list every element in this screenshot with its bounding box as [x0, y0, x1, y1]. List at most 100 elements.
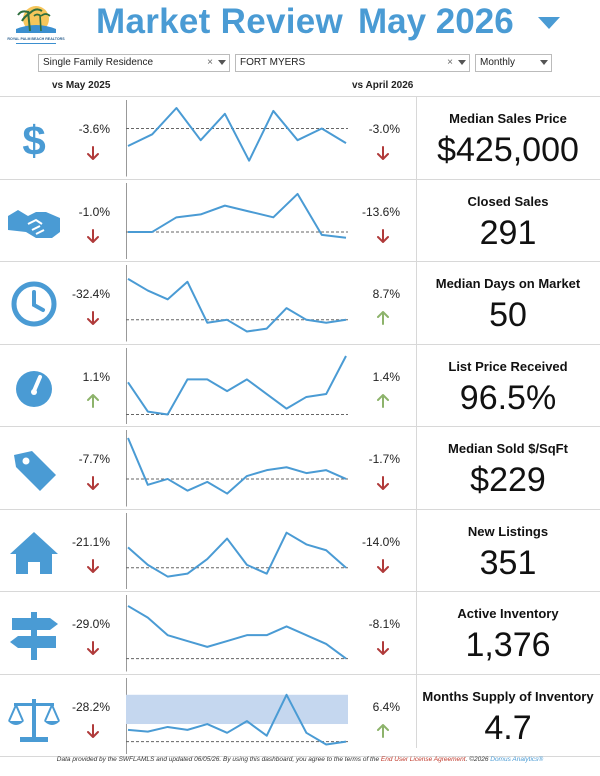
chevron-down-icon[interactable]: [218, 60, 226, 65]
yoy-column-header: vs May 2025: [52, 80, 111, 91]
mom-column-header: vs April 2026: [352, 80, 414, 91]
mom-change: -14.0%: [361, 534, 400, 549]
down-arrow-icon: [85, 310, 101, 326]
metric-value: $229: [470, 461, 546, 499]
area-value: FORT MYERS: [240, 57, 306, 68]
divider: [0, 178, 600, 180]
yoy-arrow-icon: [87, 641, 99, 655]
svg-text:$: $: [22, 117, 45, 164]
header: ROYAL PALM BEACH REALTORS Market Review …: [0, 0, 600, 48]
footer-text: Data provided by the SWFLAMLS and update…: [56, 756, 381, 763]
trend-sparkline: [126, 265, 348, 342]
area-select[interactable]: FORT MYERS ×: [235, 54, 470, 72]
trend-sparkline: [126, 182, 348, 259]
down-arrow-icon: [85, 145, 101, 161]
sparkline-series: [127, 277, 347, 333]
divider: [0, 426, 600, 427]
up-arrow-icon: [375, 393, 391, 409]
mom-arrow-icon: [377, 641, 389, 655]
metric-row: 1.1% 1.4% List Price Received 96.5%: [0, 345, 600, 427]
yoy-change: -28.2%: [71, 699, 110, 714]
chevron-down-icon[interactable]: [458, 60, 466, 65]
down-arrow-icon: [85, 558, 101, 574]
mom-change: 6.4%: [372, 699, 400, 714]
signpost-icon: [6, 606, 62, 662]
metric-label: Median Days on Market: [435, 276, 581, 291]
mom-change: -13.6%: [361, 204, 400, 219]
yoy-change: -32.4%: [71, 287, 110, 301]
metric-value: 96.5%: [459, 378, 557, 417]
yoy-arrow-icon: [87, 723, 99, 738]
property-type-select[interactable]: Single Family Residence ×: [38, 54, 230, 72]
metric-label: List Price Received: [448, 358, 568, 374]
sparkline-series: [127, 437, 347, 495]
divider: [0, 508, 600, 510]
trend-sparkline: [126, 347, 348, 424]
period-select[interactable]: Monthly: [475, 54, 552, 72]
sparkline-series: [127, 605, 347, 660]
gauge-icon: [6, 359, 62, 415]
sparkline-series: [127, 355, 347, 415]
metric-label: New Listings: [467, 523, 549, 539]
metric-value: $425,000: [437, 131, 579, 169]
yoy-change: -29.0%: [71, 617, 110, 631]
yoy-arrow-icon: [87, 228, 99, 243]
metric-row: -7.7% -1.7% Median Sold $/SqFt $229: [0, 427, 600, 510]
metric-row: -32.4% 8.7% Median Days on Market 50: [0, 262, 600, 345]
balance-scale-icon: [6, 689, 62, 745]
yoy-change: 1.1%: [82, 369, 110, 384]
divider: [0, 261, 600, 262]
trend-sparkline: [126, 512, 348, 589]
down-arrow-icon: [375, 558, 391, 574]
sparkline-series: [127, 531, 347, 578]
divider: [0, 591, 600, 592]
handshake-icon: [6, 194, 62, 250]
metric-row: $ -3.6% -3.0% Median Sales Price $425,000: [0, 97, 600, 180]
brand-link[interactable]: Domus Analytics®: [490, 756, 544, 763]
down-arrow-icon: [375, 228, 391, 244]
metric-label: Median Sales Price: [449, 111, 567, 126]
svg-text:ROYAL PALM BEACH REALTORS: ROYAL PALM BEACH REALTORS: [7, 37, 65, 41]
trend-sparkline: [126, 100, 348, 177]
property-type-value: Single Family Residence: [43, 57, 154, 68]
mom-arrow-icon: [377, 723, 389, 738]
divider: [0, 673, 600, 675]
period-value: Monthly: [480, 57, 516, 68]
down-arrow-icon: [85, 723, 101, 739]
sparkline-series: [127, 693, 347, 745]
metric-value: 291: [479, 213, 537, 252]
mom-arrow-icon: [377, 393, 389, 408]
yoy-arrow-icon: [87, 558, 99, 573]
down-arrow-icon: [375, 475, 391, 491]
month-title: May 2026: [358, 2, 514, 41]
mom-arrow-icon: [377, 558, 389, 573]
license-link[interactable]: End User License Agreement: [380, 756, 466, 763]
yoy-change: -1.0%: [78, 204, 110, 219]
metric-label: Active Inventory: [457, 606, 559, 621]
mom-arrow-icon: [377, 476, 389, 490]
metric-value: 50: [489, 296, 527, 334]
trend-sparkline: [126, 595, 348, 672]
down-arrow-icon: [85, 475, 101, 491]
down-arrow-icon: [85, 640, 101, 656]
page-title: Market Review: [96, 2, 344, 41]
footer: Data provided by the SWFLAMLS and update…: [0, 756, 600, 763]
month-dropdown-caret-icon[interactable]: [537, 16, 561, 30]
footer-text-2: . ©2026: [465, 756, 491, 763]
sparkline-band: [126, 694, 348, 724]
divider: [416, 96, 417, 748]
chevron-down-icon[interactable]: [540, 60, 548, 65]
clear-icon[interactable]: ×: [447, 57, 453, 68]
mom-change: -8.1%: [368, 617, 400, 631]
up-arrow-icon: [375, 723, 391, 739]
divider: [0, 343, 600, 345]
clear-icon[interactable]: ×: [207, 57, 213, 68]
metric-label: Months Supply of Inventory: [422, 688, 594, 704]
mom-arrow-icon: [377, 311, 389, 325]
metric-label: Median Sold $/SqFt: [448, 441, 568, 456]
metric-row: -29.0% -8.1% Active Inventory 1,376: [0, 592, 600, 675]
price-tag-icon: [6, 441, 62, 497]
yoy-change: -3.6%: [78, 122, 110, 136]
metric-value: 351: [479, 543, 537, 582]
brokerage-logo: ROYAL PALM BEACH REALTORS: [7, 6, 65, 44]
